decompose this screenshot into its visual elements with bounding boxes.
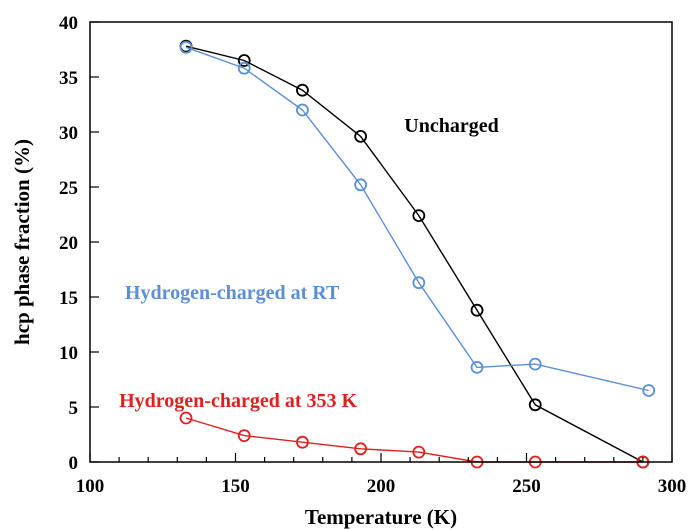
data-point — [354, 178, 368, 192]
x-tick-label: 150 — [221, 476, 250, 497]
series-label: Hydrogen-charged at 353 K — [119, 390, 357, 412]
data-point — [642, 384, 656, 397]
data-point — [528, 398, 542, 412]
series-label: Uncharged — [404, 115, 498, 137]
data-point — [354, 442, 368, 456]
x-axis-title: Temperature (K) — [305, 505, 457, 529]
y-tick-label: 25 — [59, 178, 78, 199]
data-point — [470, 360, 484, 374]
y-tick-label: 0 — [69, 453, 79, 474]
data-point — [237, 61, 251, 75]
data-point — [412, 209, 426, 223]
x-tick-label: 100 — [76, 476, 105, 497]
ticks-layer: 100 150 200 250 300 0 5 10 15 20 25 30 35 40 — [59, 13, 686, 497]
data-point — [470, 303, 484, 317]
series-1 — [179, 40, 656, 397]
y-tick-label: 30 — [59, 123, 78, 144]
data-point — [354, 129, 368, 143]
x-tick-label: 250 — [512, 476, 541, 497]
data-point — [528, 357, 542, 371]
x-tick-label: 200 — [367, 476, 396, 497]
data-point — [237, 429, 251, 443]
y-tick-label: 35 — [59, 68, 78, 89]
data-point — [237, 54, 251, 67]
y-tick-label: 10 — [59, 343, 78, 364]
y-tick-label: 15 — [59, 288, 78, 309]
series-line — [185, 46, 649, 392]
data-point — [296, 103, 309, 117]
series-labels: Uncharged Hydrogen-charged at RT Hydrogen-… — [119, 115, 499, 412]
data-point — [296, 83, 309, 97]
data-point — [412, 276, 426, 290]
y-axis-title: hcp phase fraction (%) — [10, 139, 34, 345]
y-tick-label: 5 — [69, 398, 79, 419]
x-tick-label: 300 — [658, 476, 687, 497]
data-point — [412, 445, 426, 459]
series-line — [185, 45, 644, 463]
series-label: Hydrogen-charged at RT — [125, 282, 340, 304]
y-tick-label: 40 — [59, 13, 78, 34]
series-2 — [179, 411, 650, 469]
data-point — [296, 435, 309, 449]
data-point — [179, 411, 193, 425]
data-point — [179, 40, 193, 54]
y-tick-label: 20 — [59, 233, 78, 254]
